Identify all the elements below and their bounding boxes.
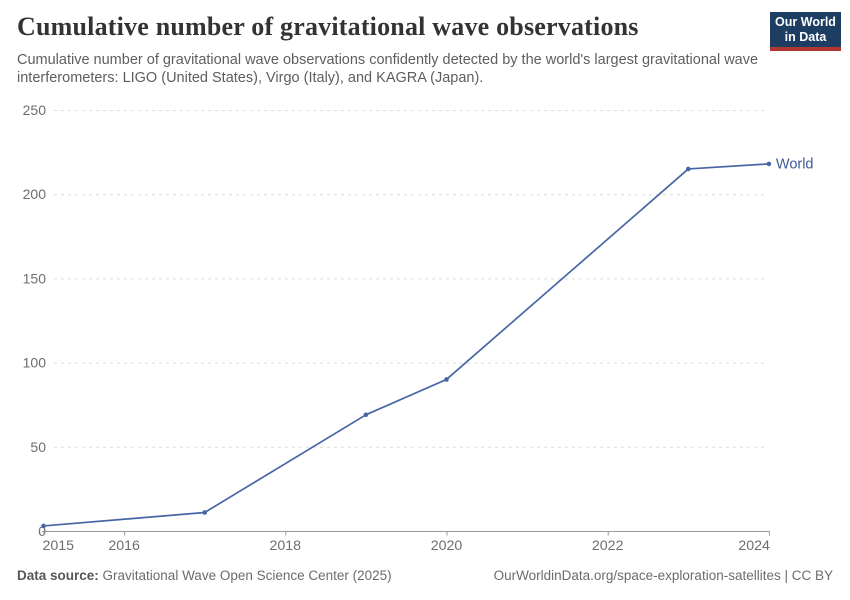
owid-logo-text-line2: in Data	[784, 30, 827, 44]
y-axis-tick-label: 250	[23, 102, 47, 118]
data-point-2017[interactable]	[202, 510, 207, 515]
x-axis-tick-label: 2024	[738, 538, 770, 554]
data-point-2020[interactable]	[444, 377, 449, 382]
data-point-2015[interactable]	[41, 523, 46, 529]
page-title: Cumulative number of gravitational wave …	[17, 12, 639, 41]
data-point-2023[interactable]	[686, 166, 691, 172]
owid-logo-text-line1: Our World	[775, 15, 836, 29]
data-source-label: Data source:	[17, 568, 99, 583]
x-axis-tick-label: 2022	[592, 538, 624, 554]
owid-logo-red-bar	[770, 47, 841, 51]
y-axis-tick-label: 100	[23, 355, 47, 371]
data-point-2024[interactable]	[766, 161, 772, 167]
x-axis-tick-label: 2015	[43, 538, 75, 554]
series-end-label[interactable]: World	[776, 156, 814, 172]
data-source: Data source: Gravitational Wave Open Sci…	[17, 567, 392, 584]
y-axis-tick-label: 50	[30, 439, 46, 455]
owid-logo[interactable]: Our World in Data	[770, 12, 841, 51]
y-axis-tick-label: 200	[23, 186, 47, 202]
footer-url-license[interactable]: OurWorldinData.org/space-exploration-sat…	[493, 568, 833, 583]
data-point-2019[interactable]	[363, 412, 369, 418]
x-axis-tick-label: 2018	[270, 538, 302, 554]
chart-footer: Data source: Gravitational Wave Open Sci…	[17, 567, 833, 584]
y-axis-tick-label: 150	[23, 270, 47, 286]
y-axis-tick-label: 0	[38, 523, 46, 539]
x-axis-tick-label: 2016	[108, 538, 140, 554]
chart-subtitle: Cumulative number of gravitational wave …	[17, 52, 759, 86]
series-line-world[interactable]	[42, 163, 770, 527]
data-source-value: Gravitational Wave Open Science Center (…	[98, 568, 392, 583]
x-axis-tick-label: 2020	[431, 538, 463, 554]
